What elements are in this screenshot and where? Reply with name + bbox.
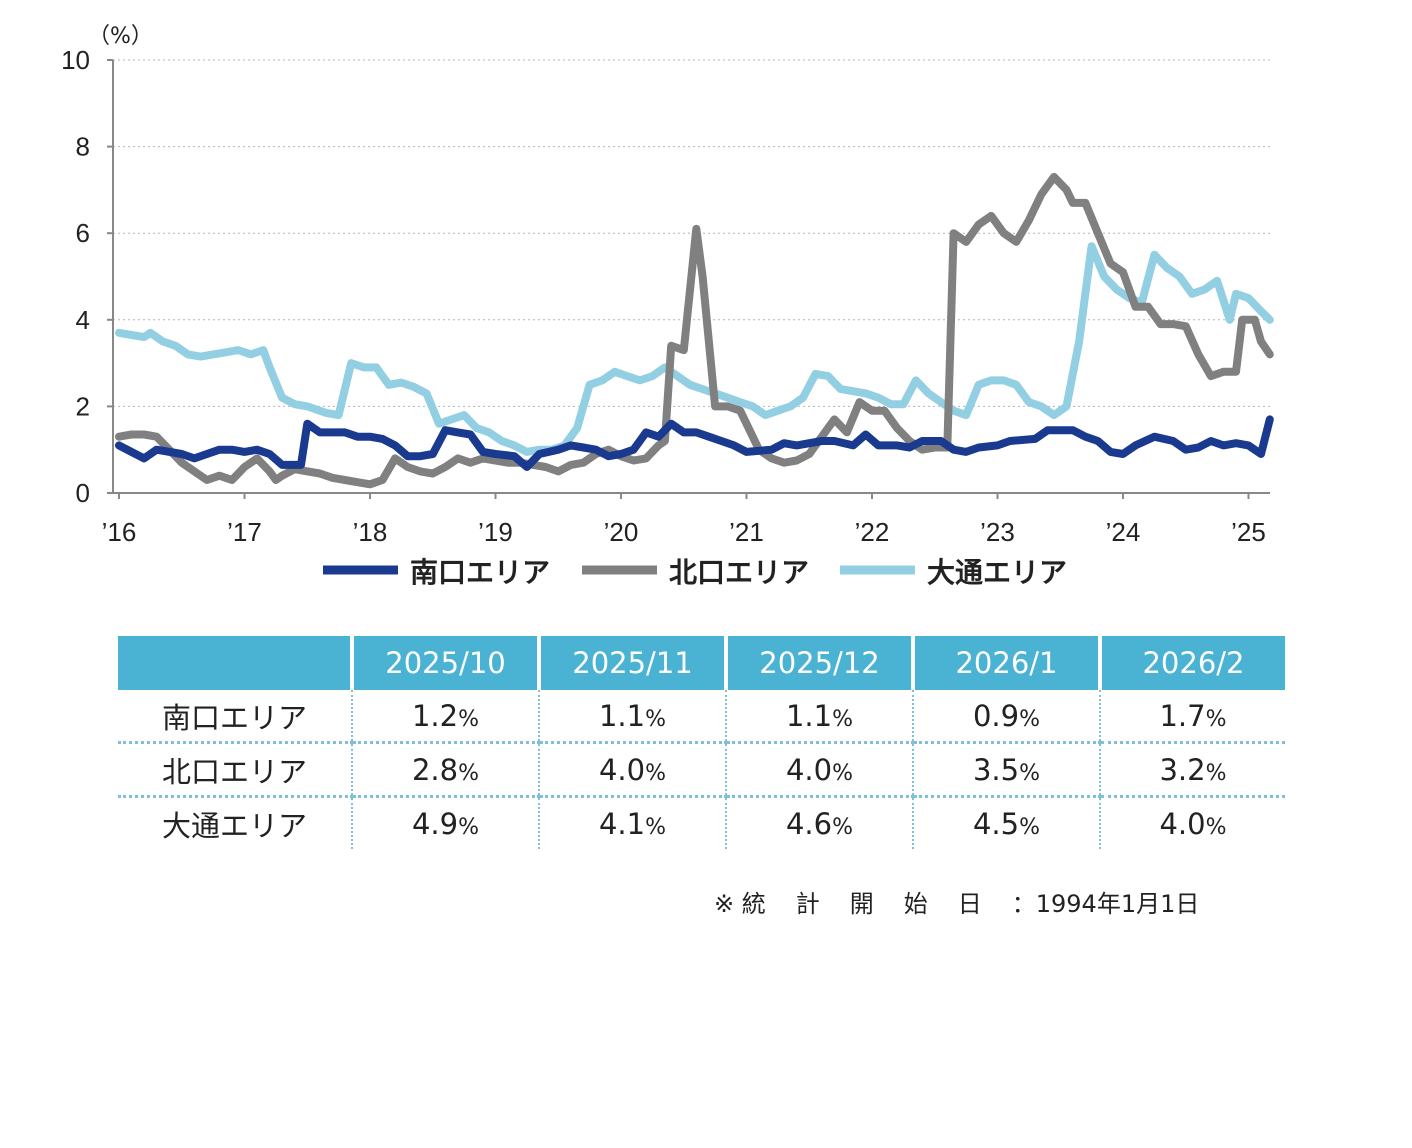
note-separator: ： [1011, 890, 1036, 918]
x-tick-label: ’22 [855, 517, 890, 547]
table-cell: 4.0% [538, 742, 726, 798]
y-tick-label: 2 [76, 391, 90, 421]
table-cell: 0.9% [912, 690, 1100, 744]
row-label: 北口エリア [118, 742, 352, 798]
table-cell: 3.2% [1099, 742, 1285, 798]
legend-label: 北口エリア [669, 556, 809, 589]
table-cell: 4.0% [1099, 796, 1285, 849]
series-line-1 [115, 415, 1274, 471]
table-row: 大通エリア 4.9% 4.1% 4.6% 4.5% 4.0% [118, 796, 1285, 849]
table-cell: 4.5% [912, 796, 1100, 849]
table-cell: 4.1% [538, 796, 726, 849]
line-chart: 0 2 4 6 8 10 ’16 ’17 ’18 ’19 ’20 ’21 ’22 ’23 ’24 ’25 （… [61, 24, 1274, 589]
table-header-row: 2025/10 2025/11 2025/12 2026/1 2026/2 [118, 636, 1285, 690]
x-tick-label: ’21 [729, 517, 764, 547]
table-row: 南口エリア 1.2% 1.1% 1.1% 0.9% 1.7% [118, 690, 1285, 744]
y-tick-label: 6 [76, 218, 90, 248]
x-tick-label: ’17 [227, 517, 262, 547]
table-cell: 4.0% [725, 742, 913, 798]
row-label: 大通エリア [161, 808, 307, 843]
x-tick-label: ’23 [980, 517, 1015, 547]
table-header-cell: 2026/2 [1098, 636, 1285, 690]
table-header-cell: 2025/12 [724, 636, 913, 690]
table-row: 北口エリア 2.8% 4.0% 4.0% 3.5% 3.2% [118, 742, 1285, 798]
y-tick-label: 4 [76, 305, 90, 335]
x-tick-label: ’19 [478, 517, 513, 547]
note-label: 統計開始日 [741, 890, 1012, 918]
y-axis-ticks: 0 2 4 6 8 10 [61, 45, 113, 508]
series-line-3 [115, 242, 1274, 456]
y-tick-label: 0 [76, 478, 90, 508]
series-line-2 [115, 172, 1274, 489]
table-header-cell: 2025/10 [350, 636, 539, 690]
table-cell: 1.1% [725, 690, 913, 744]
x-tick-label: ’25 [1231, 517, 1266, 547]
table-header-cell: 2025/11 [537, 636, 726, 690]
note-value: 1994年1月1日 [1035, 890, 1200, 918]
x-axis-ticks: ’16 ’17 ’18 ’19 ’20 ’21 ’22 ’23 ’24 ’25 [102, 493, 1266, 547]
table-header-cell: 2026/1 [911, 636, 1100, 690]
footnote: ※ 統計開始日：1994年1月1日 [714, 884, 1199, 919]
y-tick-label: 8 [76, 132, 90, 162]
data-table: 2025/10 2025/11 2025/12 2026/1 2026/2 南口… [118, 636, 1285, 849]
series-lines [115, 172, 1274, 489]
table-cell: 1.2% [351, 690, 539, 744]
y-unit-label: （%） [88, 24, 153, 49]
y-tick-label: 10 [61, 45, 90, 75]
row-label: 南口エリア [118, 690, 352, 744]
note-prefix: ※ [714, 890, 742, 918]
table-cell: 1.7% [1099, 690, 1285, 744]
table-cell: 3.5% [912, 742, 1100, 798]
table-corner-cell [118, 636, 352, 690]
table-cell: 4.9% [351, 796, 539, 849]
table-cell: 2.8% [351, 742, 539, 798]
legend-label: 大通エリア [927, 556, 1067, 589]
table-cell: 1.1% [538, 690, 726, 744]
table-cell: 4.6% [725, 796, 913, 849]
x-tick-label: ’24 [1106, 517, 1141, 547]
x-tick-label: ’16 [102, 517, 137, 547]
x-tick-label: ’18 [353, 517, 388, 547]
x-tick-label: ’20 [604, 517, 639, 547]
legend-label: 南口エリア [410, 556, 550, 589]
legend: 南口エリア 北口エリア 大通エリア [323, 556, 1067, 589]
